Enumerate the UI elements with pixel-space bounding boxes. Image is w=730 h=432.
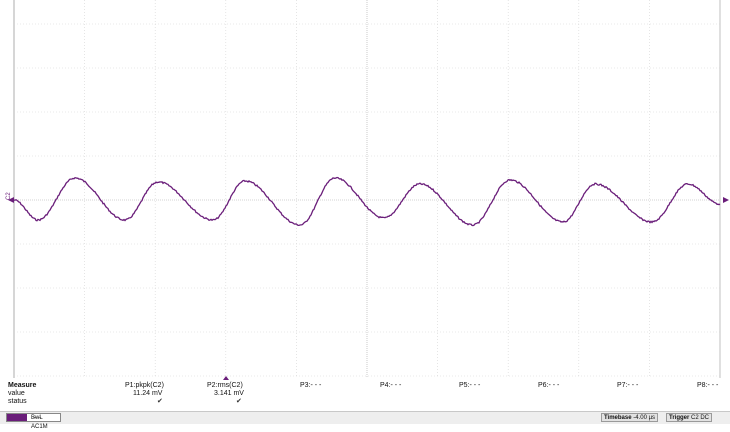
- param-p2-name[interactable]: P2:rms(C2): [207, 382, 243, 390]
- timebase-value: -4.00 µs: [633, 415, 655, 421]
- param-p1-status-check-icon: ✔: [157, 398, 163, 406]
- right-edge-marker: [723, 197, 729, 203]
- status-row-label: status: [8, 398, 27, 406]
- status-bar: B̶w̶L AC1M Timebase -4.00 µs Trigger C2 …: [0, 411, 730, 424]
- trigger-label: Trigger: [669, 415, 689, 421]
- waveform-grid: C2: [0, 0, 730, 380]
- param-p3-name[interactable]: P3:- - -: [300, 382, 321, 390]
- channel-color-swatch: [7, 414, 27, 421]
- channel-descriptor-text: B̶w̶L AC1M: [31, 414, 60, 432]
- trigger-box[interactable]: Trigger C2 DC: [666, 413, 712, 422]
- timebase-box[interactable]: Timebase -4.00 µs: [601, 413, 658, 422]
- oscilloscope-display[interactable]: C2: [0, 0, 730, 380]
- measure-panel: Measure P1:pkpk(C2) P2:rms(C2) P3:- - - …: [0, 382, 730, 410]
- measure-header: Measure: [8, 382, 36, 390]
- trigger-value: C2 DC: [691, 415, 709, 421]
- param-p6-name[interactable]: P6:- - -: [538, 382, 559, 390]
- param-p8-name[interactable]: P8:- - -: [697, 382, 718, 390]
- trigger-position-marker[interactable]: [223, 376, 229, 380]
- value-row-label: value: [8, 390, 25, 398]
- timebase-label: Timebase: [604, 415, 632, 421]
- param-p1-name[interactable]: P1:pkpk(C2): [125, 382, 164, 390]
- param-p2-value: 3.141 mV: [214, 390, 244, 398]
- param-p5-name[interactable]: P5:- - -: [459, 382, 480, 390]
- param-p1-value: 11.24 mV: [133, 390, 162, 398]
- channel-descriptor-box[interactable]: B̶w̶L AC1M: [6, 413, 61, 422]
- param-p4-name[interactable]: P4:- - -: [380, 382, 401, 390]
- param-p7-name[interactable]: P7:- - -: [617, 382, 638, 390]
- param-p2-status-check-icon: ✔: [236, 398, 242, 406]
